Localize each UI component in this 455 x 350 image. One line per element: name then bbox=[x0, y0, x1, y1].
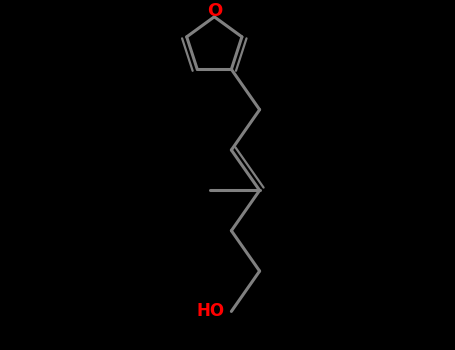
Text: O: O bbox=[207, 2, 222, 20]
Text: HO: HO bbox=[196, 302, 224, 320]
